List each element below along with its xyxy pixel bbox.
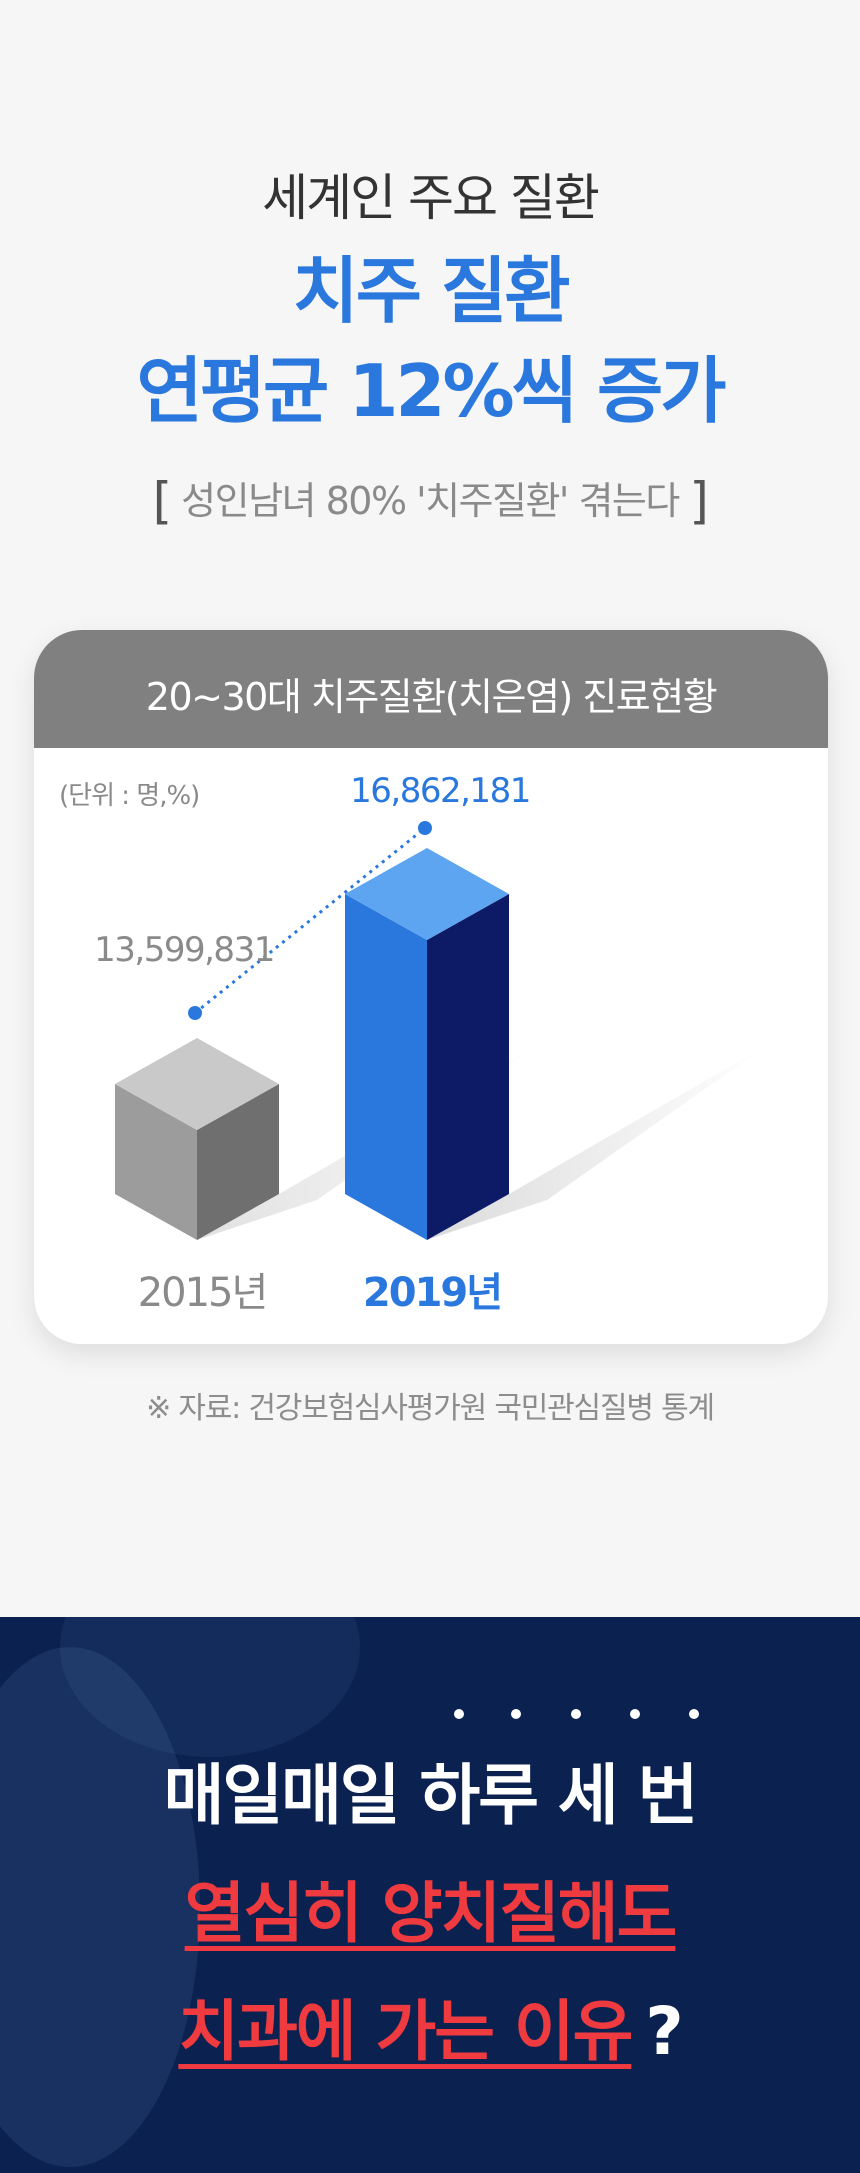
category-label: 2015년	[138, 1270, 267, 1316]
bar-top-face	[345, 848, 509, 940]
banner-line2-text: 열심히 양치질해도	[184, 1875, 678, 1952]
headline-line1: 세계인 주요 질환	[262, 169, 600, 227]
bar-right-face	[427, 894, 509, 1240]
data-label: 16,862,181	[350, 771, 530, 811]
trend-point	[188, 1006, 202, 1020]
unit-label: (단위 : 명,%)	[59, 781, 200, 811]
bar-left-face	[115, 1084, 197, 1240]
chart-plot: 13,599,831 2015년 16,862,181 2019년	[94, 771, 769, 1316]
bar-right-face	[197, 1084, 279, 1240]
data-label: 13,599,831	[94, 930, 274, 970]
tooth-silhouette	[0, 1647, 200, 2167]
headline-line2: 치주 질환	[292, 249, 570, 333]
chart-card: 20~30대 치주질환(치은염) 진료현황 (단위 : 명,%) 13,599,…	[34, 630, 828, 1344]
chart-title: 20~30대 치주질환(치은염) 진료현황	[145, 675, 718, 719]
header-section: 세계인 주요 질환 치주 질환 연평균 12%씩 증가 [ 성인남녀 80% '…	[0, 169, 860, 1426]
subheadline: [ 성인남녀 80% '치주질환' 겪는다 ]	[0, 470, 860, 530]
banner-line3: 치과에 가는 이유?	[0, 1978, 860, 2074]
headline-line3: 연평균 12%씩 증가	[136, 349, 727, 433]
trend-point	[418, 821, 432, 835]
category-label: 2019년	[363, 1270, 501, 1316]
banner-section: 매일매일 하루 세 번 열심히 양치질해도 치과에 가는 이유?	[0, 1617, 860, 2173]
question-mark: ?	[645, 1993, 683, 2070]
trend-line	[194, 826, 426, 1015]
banner-line2: 열심히 양치질해도	[0, 1860, 860, 1956]
bar-top-face	[115, 1038, 279, 1130]
source-note: ※ 자료: 건강보험심사평가원 국민관심질병 통계	[146, 1391, 715, 1426]
bracket-open: [	[152, 472, 173, 530]
bracket-close: ]	[689, 472, 709, 530]
banner-line3-text: 치과에 가는 이유	[178, 1993, 633, 2070]
banner-line1: 매일매일 하루 세 번	[163, 1757, 699, 1834]
chart-card-header: 20~30대 치주질환(치은염) 진료현황	[34, 630, 828, 748]
bar-left-face	[345, 894, 427, 1240]
subheadline-text: 성인남녀 80% '치주질환' 겪는다	[181, 479, 680, 523]
